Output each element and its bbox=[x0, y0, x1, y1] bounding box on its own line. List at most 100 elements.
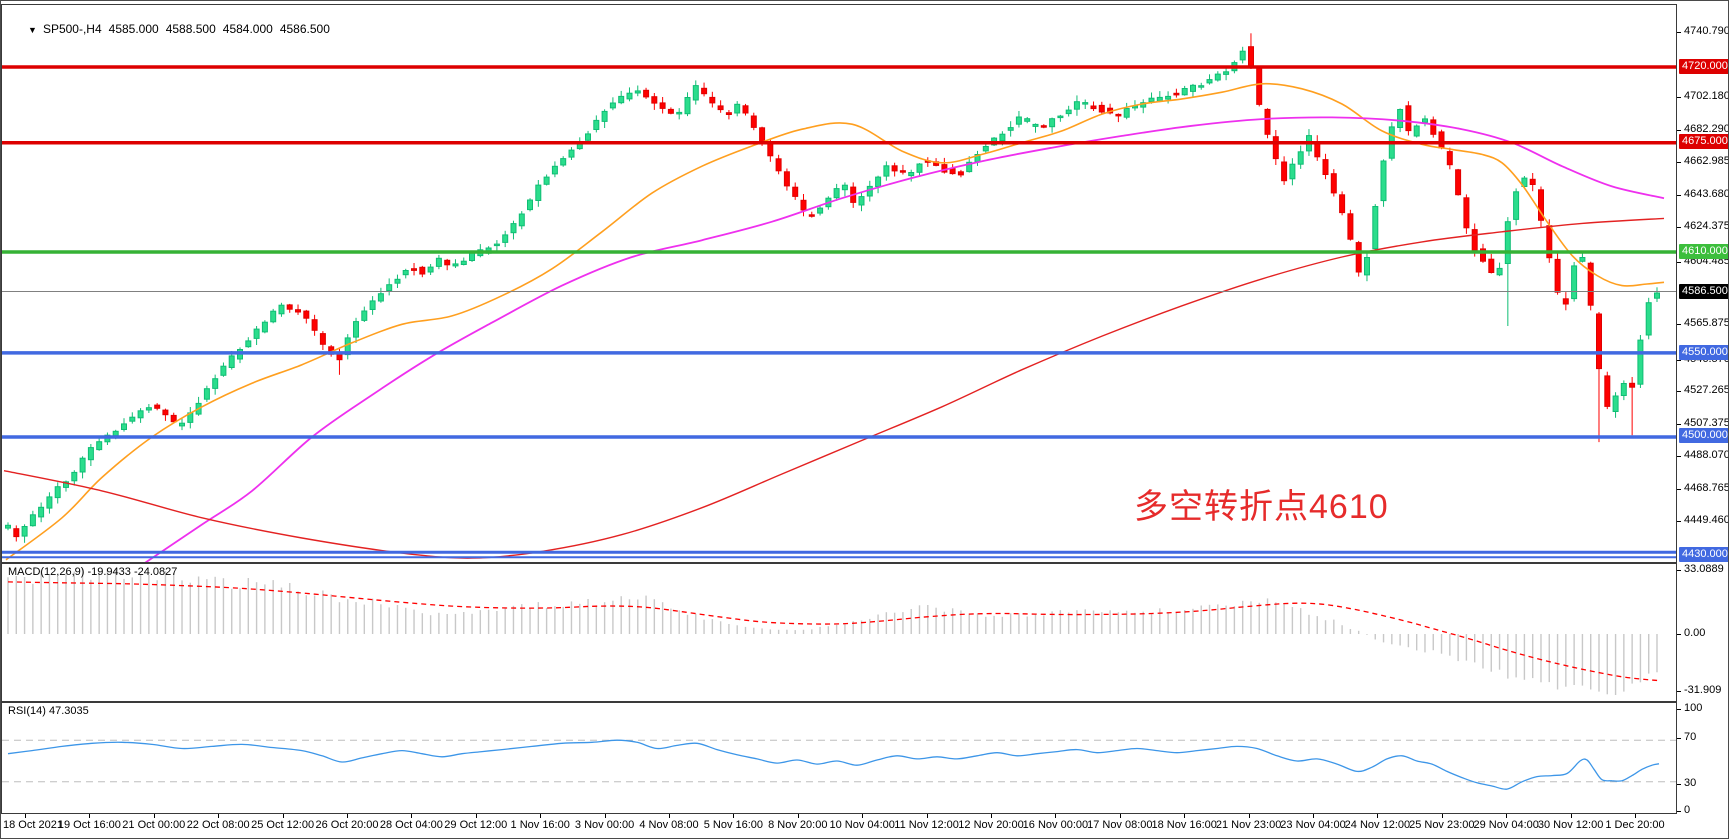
bull-candle bbox=[54, 486, 61, 499]
time-axis-label: 1 Nov 16:00 bbox=[510, 819, 570, 831]
time-tick-mark bbox=[862, 814, 864, 818]
time-tick-mark bbox=[1119, 814, 1121, 818]
bear-candle bbox=[444, 259, 451, 266]
symbol-period-label: SP500-,H4 bbox=[42, 22, 102, 36]
bull-candle bbox=[1065, 109, 1072, 115]
bear-candle bbox=[303, 310, 310, 319]
price-axis-label: 4449.460 bbox=[1684, 514, 1729, 526]
scale-tick-mark bbox=[1677, 195, 1681, 196]
bear-candle bbox=[667, 108, 674, 114]
bull-candle bbox=[394, 278, 401, 284]
bear-candle bbox=[709, 96, 716, 104]
bear-candle bbox=[1562, 298, 1569, 305]
bear-candle bbox=[800, 199, 807, 211]
time-axis-label: 28 Oct 04:00 bbox=[379, 819, 443, 831]
high-value: 4588.500 bbox=[165, 22, 216, 36]
price-scale[interactable]: 4740.790 4702.180 4682.290 4662.985 4643.680… bbox=[1677, 1, 1729, 838]
bear-candle bbox=[1587, 262, 1594, 306]
bull-candle bbox=[875, 176, 882, 188]
candlestick-chart-canvas[interactable] bbox=[2, 5, 1676, 562]
time-axis-label: 24 Nov 12:00 bbox=[1344, 819, 1411, 831]
scale-tick-mark bbox=[1677, 162, 1681, 163]
bear-candle bbox=[1438, 131, 1445, 149]
bear-candle bbox=[1040, 125, 1047, 128]
time-scale[interactable]: 18 Oct 2021 19 Oct 16:00 21 Oct 00:00 22 Oc… bbox=[1, 814, 1728, 838]
bear-candle bbox=[1446, 151, 1453, 166]
bull-candle bbox=[369, 300, 376, 310]
bear-candle bbox=[411, 268, 417, 271]
bull-candle bbox=[560, 158, 567, 166]
bull-candle bbox=[1156, 96, 1163, 102]
time-axis-label: 29 Nov 04:00 bbox=[1473, 819, 1539, 831]
bull-candle bbox=[535, 184, 542, 202]
bear-candle bbox=[1248, 46, 1254, 67]
time-axis-label: 18 Oct 2021 bbox=[3, 819, 63, 831]
scale-tick-mark bbox=[1677, 738, 1681, 739]
bull-candle bbox=[377, 293, 384, 302]
scale-tick-mark bbox=[1677, 784, 1681, 785]
bear-candle bbox=[783, 171, 790, 187]
bull-candle bbox=[145, 407, 152, 411]
bear-candle bbox=[419, 266, 426, 275]
scale-tick-mark bbox=[1677, 262, 1681, 263]
price-axis-label: 4662.985 bbox=[1684, 155, 1729, 167]
bear-candle bbox=[1463, 197, 1470, 229]
scale-tick-mark bbox=[1677, 570, 1681, 571]
bull-candle bbox=[1571, 265, 1578, 300]
time-axis-label: 5 Nov 16:00 bbox=[703, 819, 764, 831]
bull-candle bbox=[1214, 73, 1221, 81]
bull-candle bbox=[353, 321, 359, 338]
bull-candle bbox=[1239, 50, 1246, 61]
bull-candle bbox=[270, 310, 277, 323]
open-value: 4585.000 bbox=[108, 22, 159, 36]
bull-candle bbox=[29, 514, 36, 527]
rsi-axis-label: 0 bbox=[1684, 804, 1691, 816]
bull-candle bbox=[87, 447, 94, 461]
bear-candle bbox=[957, 171, 964, 176]
bull-candle bbox=[228, 355, 235, 368]
bull-candle bbox=[568, 149, 575, 158]
bull-candle bbox=[1057, 115, 1064, 119]
bull-candle bbox=[1190, 84, 1196, 92]
bull-candle bbox=[1413, 125, 1420, 137]
time-tick-mark bbox=[1506, 814, 1508, 818]
bull-candle bbox=[1513, 191, 1520, 220]
bull-candle bbox=[908, 172, 915, 177]
bull-candle bbox=[1579, 257, 1586, 262]
bull-candle bbox=[361, 310, 368, 321]
price-flag-4430.000: 4430.000 bbox=[1679, 547, 1728, 562]
time-tick-mark bbox=[475, 814, 477, 818]
bull-candle bbox=[1422, 118, 1428, 123]
macd-axis-label: 33.0889 bbox=[1684, 563, 1724, 575]
bull-candle bbox=[1181, 88, 1188, 96]
bull-candle bbox=[278, 304, 285, 315]
macd-axis-label: -31.909 bbox=[1684, 684, 1722, 696]
time-tick-mark bbox=[797, 814, 799, 818]
time-axis-label: 29 Oct 12:00 bbox=[444, 819, 508, 831]
price-flag-4500.000: 4500.000 bbox=[1679, 428, 1728, 443]
time-axis-label: 25 Oct 12:00 bbox=[251, 819, 315, 831]
bear-candle bbox=[319, 333, 326, 345]
scale-tick-mark bbox=[1677, 32, 1681, 33]
bull-candle bbox=[585, 133, 591, 141]
scale-tick-mark bbox=[1677, 360, 1681, 361]
bull-candle bbox=[220, 365, 227, 376]
bear-candle bbox=[1629, 382, 1636, 388]
bull-candle bbox=[1521, 177, 1528, 188]
bear-candle bbox=[1256, 67, 1263, 105]
bull-candle bbox=[692, 85, 699, 101]
bull-candle bbox=[527, 199, 533, 211]
time-tick-mark bbox=[1248, 814, 1250, 818]
bear-candle bbox=[1264, 108, 1271, 135]
rsi-indicator-panel: RSI(14) 47.3035 bbox=[1, 702, 1677, 814]
price-axis-label: 4565.875 bbox=[1684, 317, 1729, 329]
bear-candle bbox=[1090, 105, 1097, 110]
bear-candle bbox=[1322, 159, 1329, 176]
bull-candle bbox=[253, 328, 260, 339]
price-flag-4610.000: 4610.000 bbox=[1679, 244, 1728, 259]
macd-indicator-panel: MACD(12,26,9) -19.9433 -24.0827 bbox=[1, 563, 1677, 702]
time-tick-mark bbox=[991, 814, 992, 818]
bull-candle bbox=[1654, 292, 1660, 299]
bull-candle bbox=[1148, 97, 1155, 103]
bull-candle bbox=[1645, 302, 1652, 336]
